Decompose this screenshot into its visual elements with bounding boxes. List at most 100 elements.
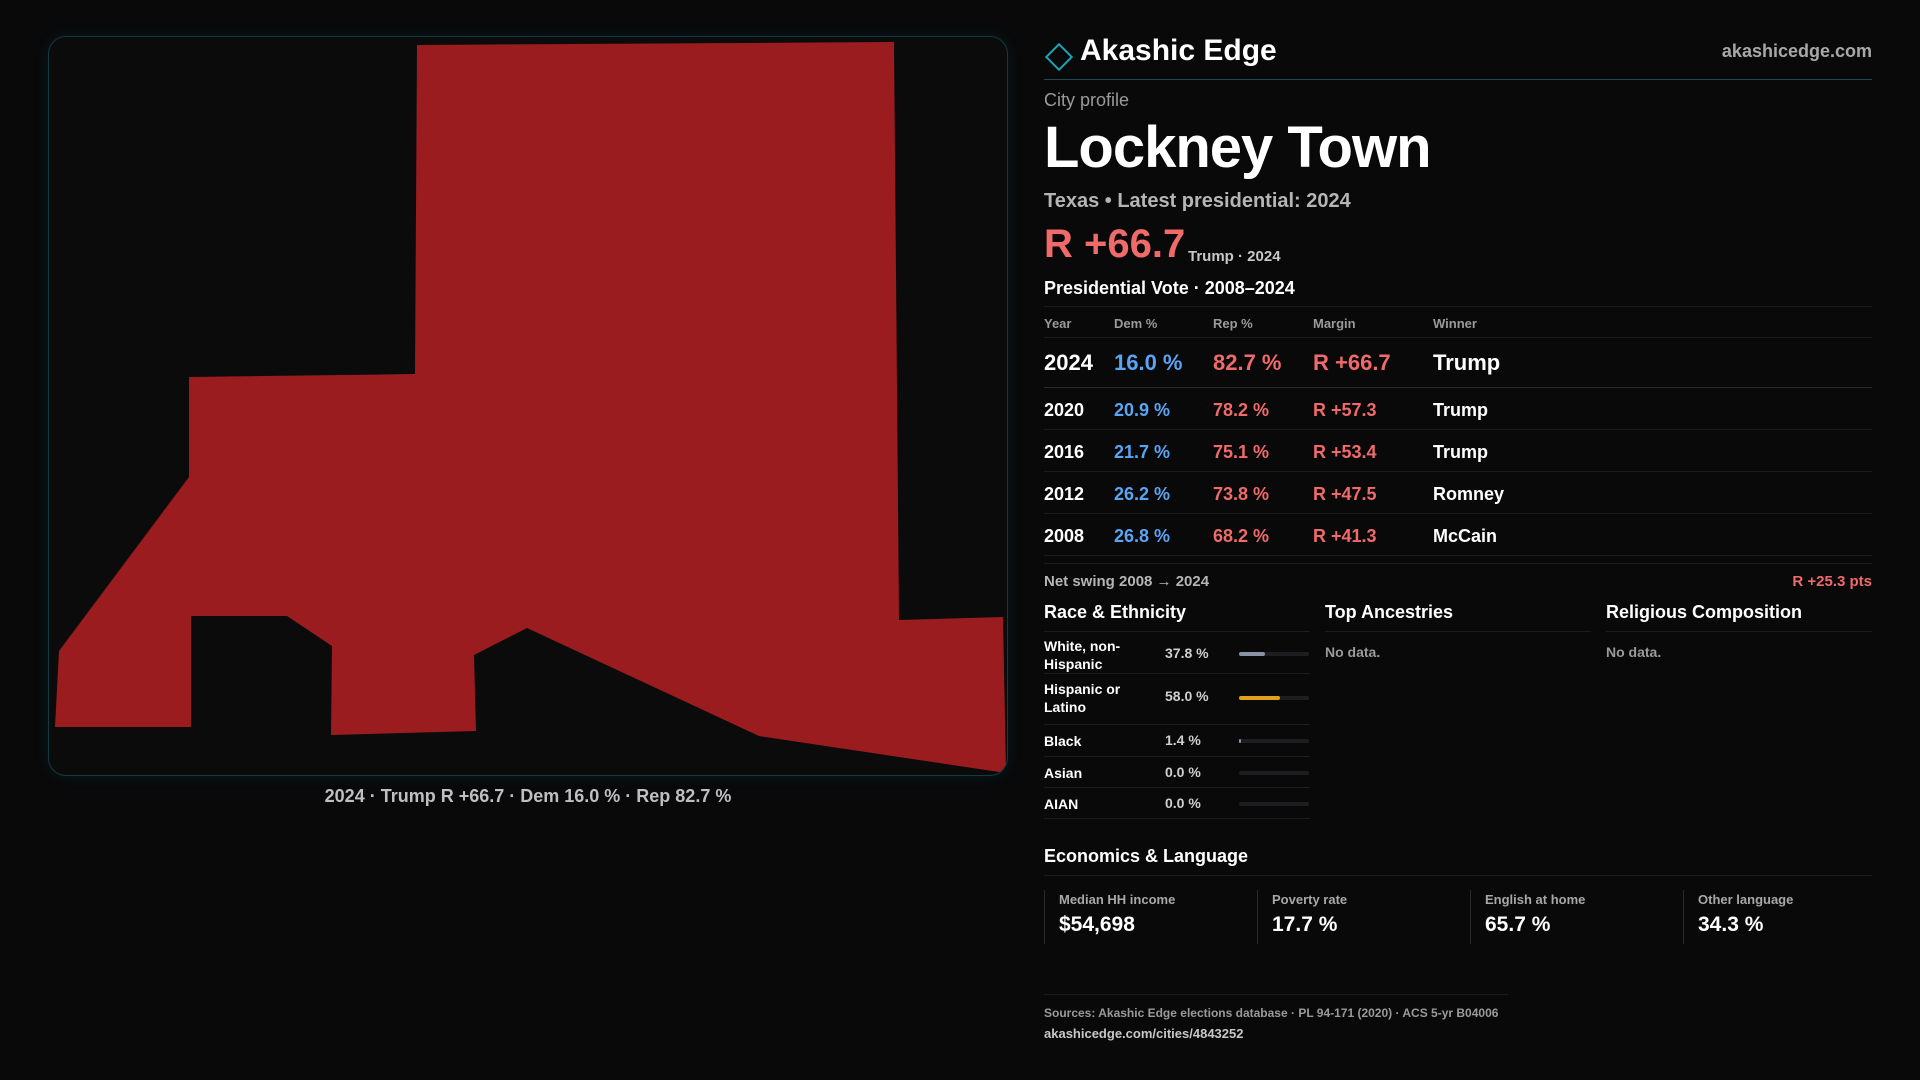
race-label: White, non-Hispanic: [1044, 638, 1121, 672]
table-row: 2008 26.8 % 68.2 % R +41.3 McCain: [1044, 514, 1872, 556]
row-margin: R +53.4: [1313, 442, 1377, 462]
religion-empty-message: No data.: [1606, 644, 1662, 660]
race-pct: 0.0 %: [1165, 795, 1201, 811]
race-bar: [1239, 652, 1309, 656]
row-dem-pct: 16.0 %: [1114, 350, 1183, 375]
race-row: AIAN 0.0 %: [1044, 788, 1310, 819]
row-margin: R +47.5: [1313, 484, 1377, 504]
row-dem-pct: 26.8 %: [1114, 526, 1171, 546]
row-rep-pct: 73.8 %: [1213, 484, 1270, 504]
map-caption: 2024 · Trump R +66.7 · Dem 16.0 % · Rep …: [324, 786, 732, 806]
race-bar: [1239, 696, 1309, 700]
row-margin: R +57.3: [1313, 400, 1377, 420]
stat-label: English at home: [1485, 892, 1586, 907]
latest-margin-detail: Trump · 2024: [1188, 248, 1281, 265]
city-boundary-map: [55, 42, 1006, 773]
row-dem-pct: 20.9 %: [1114, 400, 1171, 420]
row-winner: Trump: [1433, 442, 1489, 462]
ancestries-title: Top Ancestries: [1325, 600, 1591, 632]
stat-label: Other language: [1698, 892, 1794, 907]
row-year: 2024: [1044, 350, 1093, 375]
stat-label: Poverty rate: [1272, 892, 1348, 907]
net-swing: Net swing 2008 → 2024 R +25.3 pts: [1044, 563, 1872, 593]
table-row: 2012 26.2 % 73.8 % R +47.5 Romney: [1044, 472, 1872, 514]
race-label: Hispanic or Latino: [1044, 681, 1121, 715]
stat-poverty-rate: Poverty rate 17.7 %: [1257, 890, 1470, 944]
race-label: Asian: [1044, 765, 1083, 781]
race-row: Asian 0.0 %: [1044, 757, 1310, 788]
row-rep-pct: 82.7 %: [1213, 350, 1282, 375]
row-rep-pct: 78.2 %: [1213, 400, 1270, 420]
race-label: AIAN: [1044, 796, 1079, 812]
race-bar-fill: [1239, 696, 1280, 700]
row-winner: Trump: [1433, 400, 1489, 420]
presidential-vote-title: Presidential Vote · 2008–2024: [1044, 278, 1295, 298]
race-pct: 58.0 %: [1165, 688, 1209, 704]
race-bar: [1239, 771, 1309, 775]
net-swing-label: Net swing 2008 → 2024: [1044, 573, 1210, 590]
table-header: Year Dem % Rep % Margin Winner: [1044, 306, 1872, 338]
page-title: Lockney Town: [1044, 115, 1432, 180]
row-year: 2012: [1044, 484, 1085, 504]
city-profile-panel: Akashic Edge akashicedge.com City profil…: [1044, 0, 1872, 1080]
race-row: Hispanic or Latino 58.0 %: [1044, 674, 1310, 725]
row-margin: R +66.7: [1313, 350, 1391, 375]
religion-title: Religious Composition: [1606, 600, 1872, 632]
diamond-icon: [1044, 42, 1074, 72]
stat-label: Median HH income: [1059, 892, 1176, 907]
row-year: 2020: [1044, 400, 1085, 420]
race-pct: 37.8 %: [1165, 645, 1209, 661]
net-swing-value: R +25.3 pts: [1792, 573, 1872, 590]
col-header-margin: Margin: [1313, 316, 1356, 331]
stat-other-language: Other language 34.3 %: [1683, 890, 1896, 944]
row-rep-pct: 75.1 %: [1213, 442, 1270, 462]
row-rep-pct: 68.2 %: [1213, 526, 1270, 546]
divider: [1044, 875, 1872, 876]
brand-url-link[interactable]: akashicedge.com: [1721, 41, 1872, 61]
page-eyebrow: City profile: [1044, 90, 1130, 110]
col-header-winner: Winner: [1433, 316, 1477, 331]
race-bar-fill: [1239, 652, 1266, 656]
stat-value: 34.3 %: [1698, 913, 1764, 936]
row-dem-pct: 21.7 %: [1114, 442, 1171, 462]
race-bar: [1239, 802, 1309, 806]
table-row: 2020 20.9 % 78.2 % R +57.3 Trump: [1044, 388, 1872, 430]
city-map[interactable]: [48, 36, 1008, 776]
race-bar: [1239, 739, 1309, 743]
race-ethnicity-title: Race & Ethnicity: [1044, 600, 1310, 632]
race-pct: 0.0 %: [1165, 764, 1201, 780]
city-boundary-shape[interactable]: [55, 42, 1006, 773]
ancestries-section: Top Ancestries No data.: [1325, 600, 1591, 660]
race-pct: 1.4 %: [1165, 732, 1201, 748]
row-winner: Romney: [1433, 484, 1505, 504]
col-header-dem: Dem %: [1114, 316, 1158, 331]
race-ethnicity-section: Race & Ethnicity White, non-Hispanic 37.…: [1044, 600, 1310, 819]
col-header-year: Year: [1044, 316, 1072, 331]
brand-header: Akashic Edge akashicedge.com: [1044, 30, 1872, 80]
row-year: 2016: [1044, 442, 1085, 462]
ancestries-empty-message: No data.: [1325, 644, 1381, 660]
stat-value: $54,698: [1059, 913, 1135, 936]
row-winner: Trump: [1433, 350, 1501, 375]
race-row: Black 1.4 %: [1044, 725, 1310, 757]
table-row: 2016 21.7 % 75.1 % R +53.4 Trump: [1044, 430, 1872, 472]
latest-margin: R +66.7: [1044, 222, 1186, 266]
brand-name[interactable]: Akashic Edge: [1080, 34, 1277, 67]
row-margin: R +41.3: [1313, 526, 1377, 546]
sources-note: Sources: Akashic Edge elections database…: [1044, 1006, 1499, 1020]
col-header-rep: Rep %: [1213, 316, 1253, 331]
divider: [1044, 994, 1508, 995]
stat-median-income: Median HH income $54,698: [1044, 890, 1257, 944]
religion-section: Religious Composition No data.: [1606, 600, 1872, 660]
row-year: 2008: [1044, 526, 1085, 546]
economics-title: Economics & Language: [1044, 846, 1249, 866]
race-bar-fill: [1239, 739, 1241, 743]
page-url-link[interactable]: akashicedge.com/cities/4843252: [1044, 1026, 1244, 1041]
stat-english-at-home: English at home 65.7 %: [1470, 890, 1683, 944]
stat-value: 65.7 %: [1485, 913, 1551, 936]
race-row: White, non-Hispanic 37.8 %: [1044, 632, 1310, 674]
stat-value: 17.7 %: [1272, 913, 1338, 936]
row-dem-pct: 26.2 %: [1114, 484, 1171, 504]
row-winner: McCain: [1433, 526, 1498, 546]
race-label: Black: [1044, 733, 1082, 749]
